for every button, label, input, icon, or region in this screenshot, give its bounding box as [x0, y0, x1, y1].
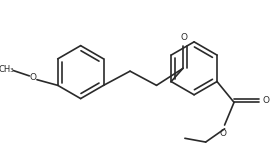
- Text: CH₃: CH₃: [0, 65, 14, 74]
- Text: O: O: [30, 73, 37, 82]
- Text: O: O: [219, 129, 226, 138]
- Text: O: O: [180, 33, 187, 42]
- Text: O: O: [263, 96, 270, 105]
